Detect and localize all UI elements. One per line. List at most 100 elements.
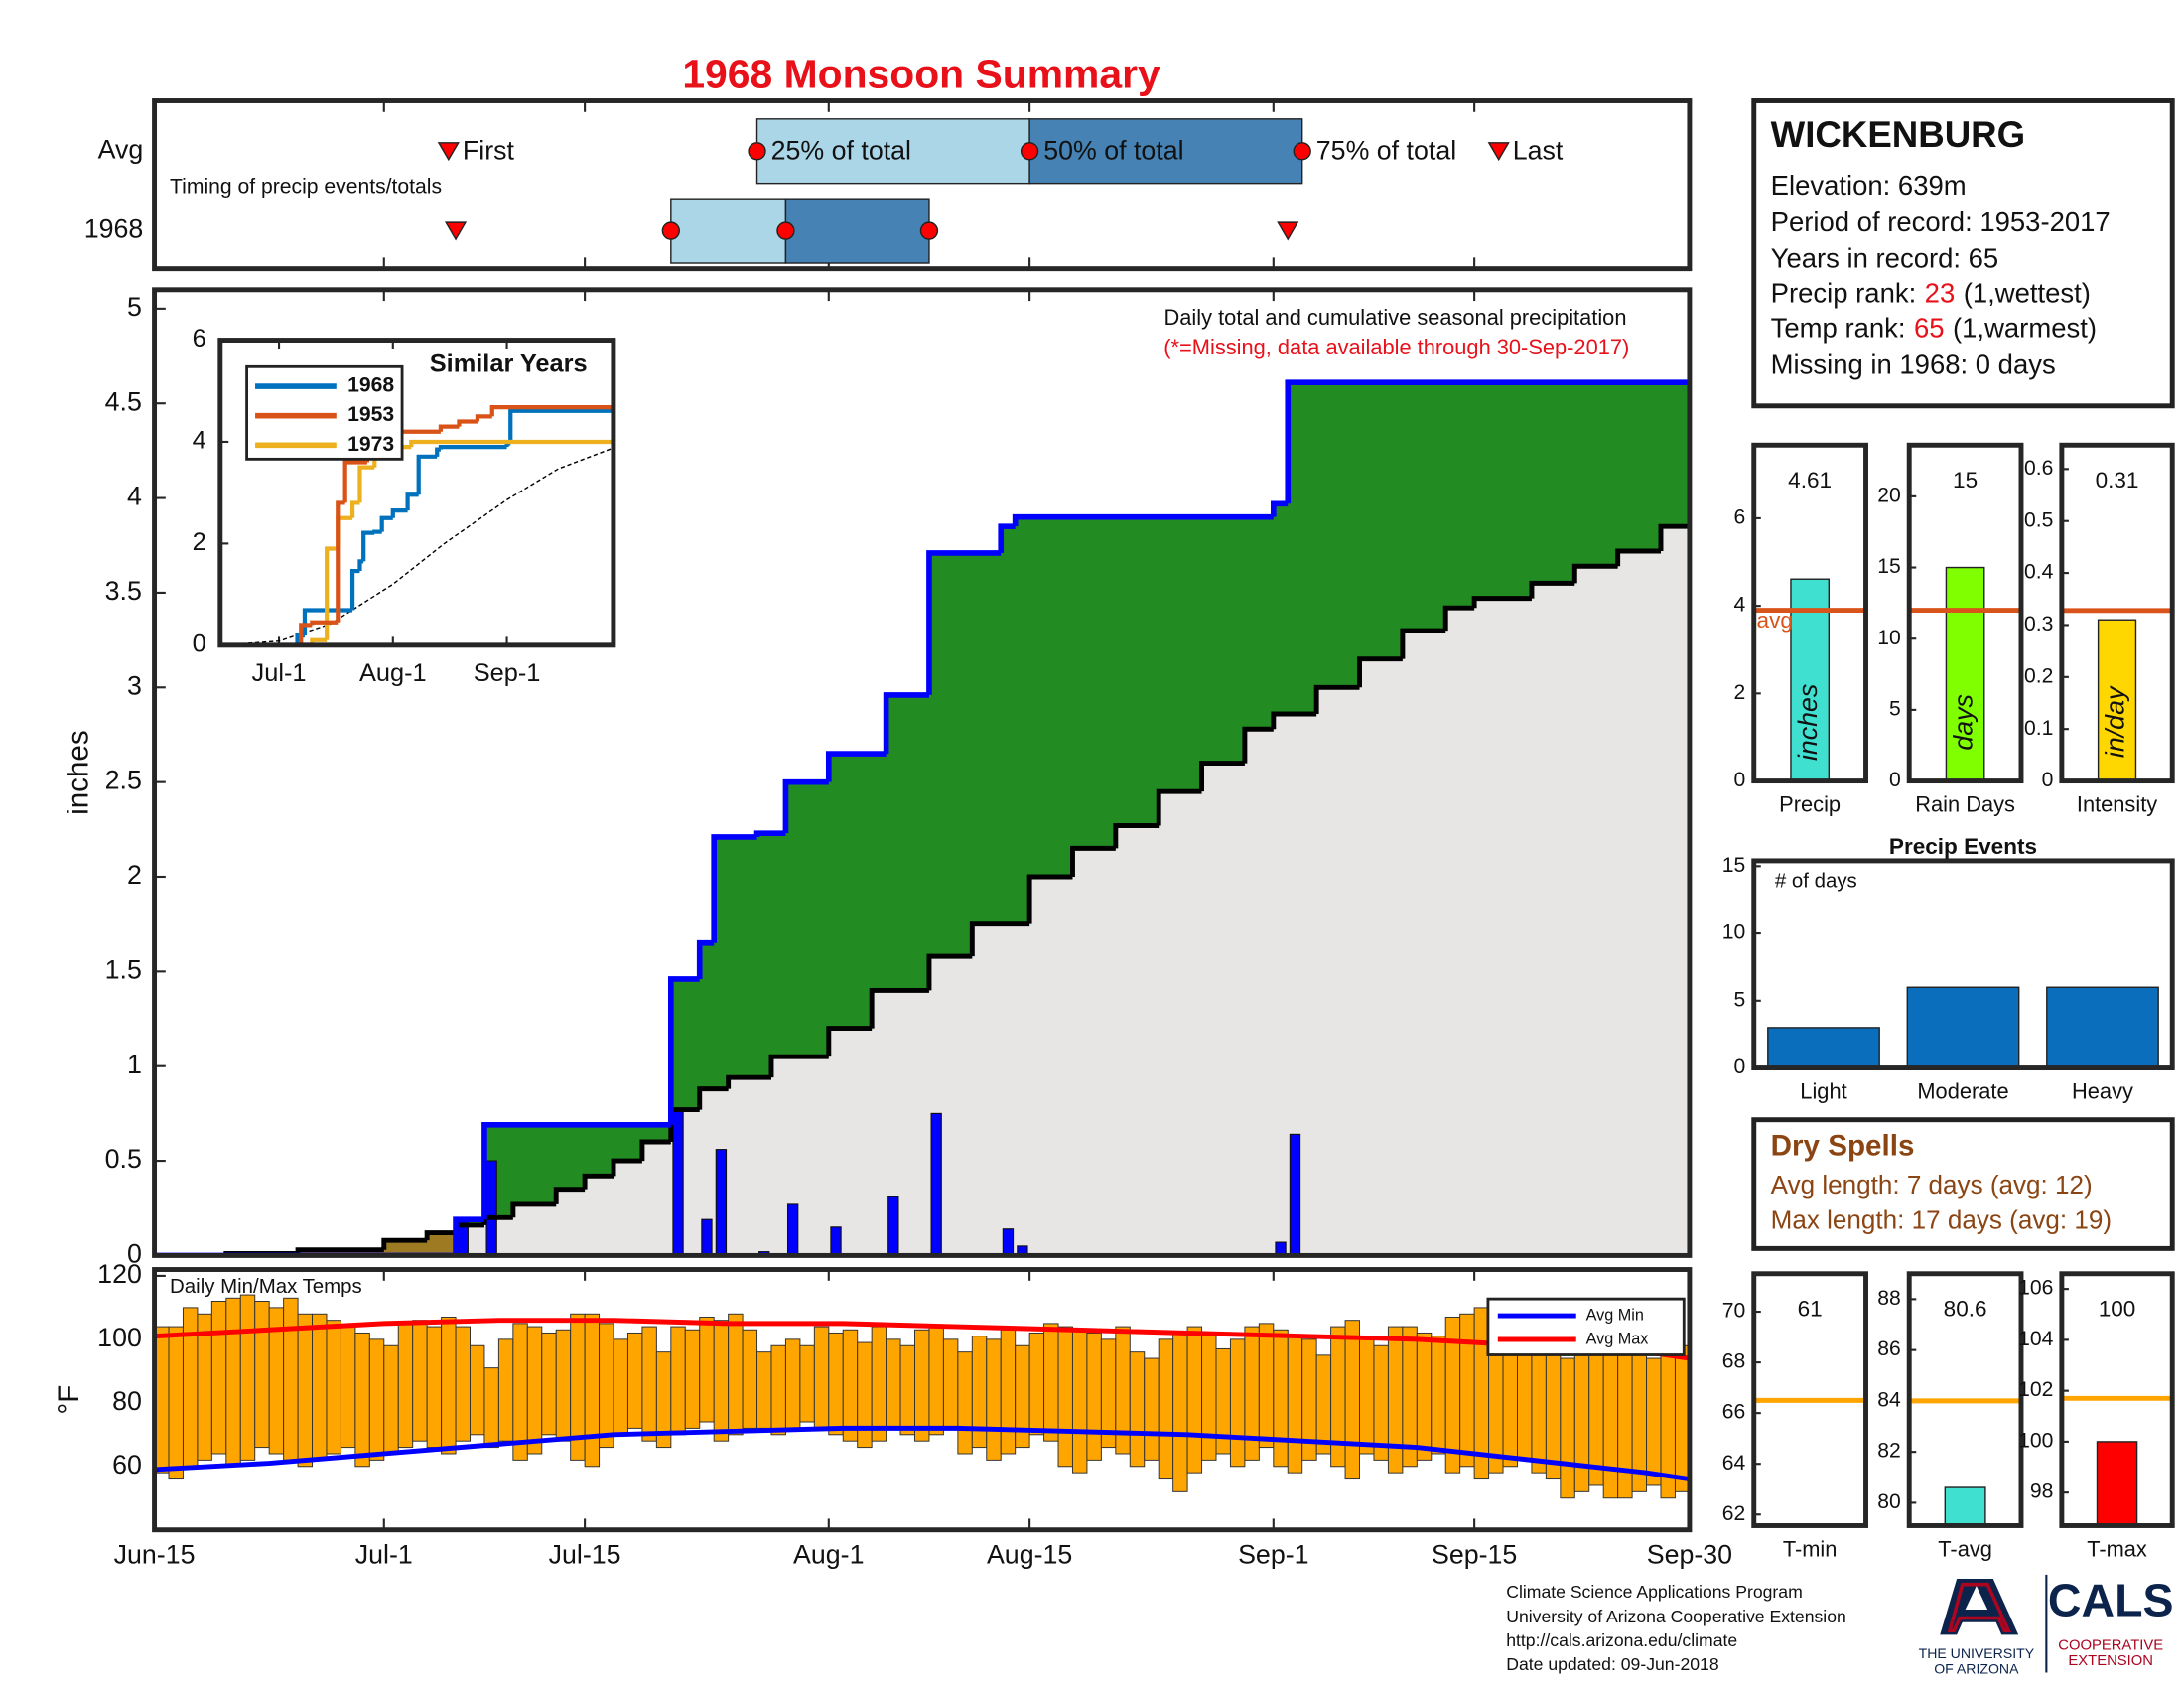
temp-range-bar (1516, 1351, 1533, 1461)
y-tick-label: 15 (1722, 854, 1746, 877)
average-line (381, 1237, 428, 1250)
x-tick-label: Jul-1 (355, 1540, 413, 1570)
cumulative-line (453, 1216, 484, 1256)
average-line (926, 953, 973, 991)
daily-bar (1289, 1133, 1301, 1256)
station-line: Missing in 1968: 0 days (1771, 350, 2056, 380)
category-label: Precip (1779, 792, 1841, 817)
bar (1906, 986, 2020, 1068)
average-line (1156, 788, 1202, 826)
temp-range-bar (426, 1326, 443, 1449)
circle-marker (1293, 142, 1311, 161)
legend-box (1486, 1297, 1686, 1356)
circle-marker (661, 221, 680, 240)
temp-range-bar (354, 1332, 370, 1468)
y-tick-label: 0 (1889, 769, 1901, 791)
temp-range-bar (210, 1301, 227, 1455)
y-tick-label: 3 (127, 670, 142, 700)
y-tick-label: 88 (1877, 1287, 1900, 1310)
y-tick-label: 2 (1734, 681, 1746, 704)
y-tick-label: 1 (127, 1050, 142, 1079)
rank: 23 (1925, 278, 1956, 309)
legend-label: Avg Max (1586, 1330, 1649, 1347)
average-line (1571, 563, 1618, 584)
y-tick-label: 1.5 (105, 954, 142, 984)
category-label: Light (1800, 1079, 1846, 1104)
triangle-marker (1487, 142, 1510, 162)
y-tick-label: 106 (2018, 1277, 2053, 1300)
temp-range-bar (1229, 1338, 1246, 1468)
x-tick-label: Sep-30 (1647, 1540, 1732, 1570)
plot-area (1767, 986, 2159, 1068)
annotation: # of days (1775, 870, 1857, 892)
early-box (670, 198, 787, 264)
series-line (349, 500, 360, 518)
series-line (336, 500, 345, 623)
series-line (475, 414, 492, 422)
x-tick-label: Jul-1 (252, 659, 307, 687)
temp-range-bar (1560, 1357, 1575, 1499)
y-tick-label: 0 (193, 631, 206, 658)
series-line (372, 529, 382, 534)
temp-range-bar (842, 1329, 859, 1442)
bar (2096, 1441, 2138, 1526)
logo-a-inner (1947, 1582, 2012, 1632)
plot-area (2097, 619, 2137, 781)
temp-range-bar (1602, 1338, 1619, 1499)
annotation: 75% of total (1316, 136, 1456, 166)
temp-range-bar (756, 1351, 772, 1429)
y-tick-label: 0.1 (2024, 717, 2053, 740)
average-line (1442, 605, 1475, 632)
average-line (1658, 523, 1690, 551)
temp-range-bar (455, 1326, 471, 1442)
category-label: T-avg (1938, 1537, 1992, 1562)
average-line (611, 1158, 642, 1177)
temp-range-bar (1545, 1344, 1562, 1480)
y-tick-label: 5 (1889, 697, 1901, 720)
daily-bar (672, 1109, 684, 1256)
temp-range-bar (886, 1338, 901, 1429)
average-line (1070, 845, 1116, 878)
daily-bar (830, 1226, 842, 1256)
circle-marker (776, 221, 795, 240)
temp-range-bar (728, 1313, 744, 1436)
bar (1945, 566, 1985, 781)
temp-range-bar (1531, 1344, 1547, 1474)
temp-range-bar (412, 1320, 428, 1442)
temp-range-bar (1387, 1326, 1404, 1474)
plot-area (154, 1294, 1690, 1512)
logo-cals: CALS (2048, 1575, 2174, 1626)
y-tick-label: 86 (1877, 1337, 1900, 1360)
dry-spells-line: Max length: 17 days (avg: 19) (1771, 1204, 2112, 1234)
y-axis-label: inches (63, 730, 95, 815)
temp-range-bar (168, 1326, 184, 1480)
footer-line: Climate Science Applications Program (1506, 1582, 1803, 1602)
late-box (784, 198, 930, 264)
legend-label: 1953 (347, 403, 394, 426)
series-line (416, 454, 438, 495)
temp-range-bar (899, 1344, 915, 1436)
temp-range-bar (857, 1341, 873, 1449)
temp-range-bar (1273, 1329, 1289, 1468)
cumulative-line (782, 778, 829, 834)
footer-line: http://cals.arizona.edu/climate (1506, 1630, 1737, 1650)
footer-line: Date updated: 09-Jun-2018 (1506, 1654, 1719, 1674)
annotation: Last (1513, 136, 1564, 166)
average-line (553, 1187, 586, 1204)
label: Precip rank: (1771, 278, 1917, 309)
x-tick-label: Aug-1 (359, 659, 427, 687)
average-line (1026, 874, 1073, 924)
y-tick-label: 10 (1877, 627, 1900, 649)
series-line (342, 460, 367, 503)
average-label: avg (1757, 608, 1793, 633)
temp-range-bar (784, 1338, 801, 1429)
y-tick-label: 15 (1877, 555, 1900, 578)
logo-text: OF ARIZONA (1934, 1660, 2019, 1676)
temp-range-bar (1617, 1351, 1633, 1499)
annotation: (*=Missing, data available through 30-Se… (1163, 335, 1629, 359)
y-tick-label: 68 (1722, 1350, 1746, 1373)
temp-range-bar (1158, 1338, 1174, 1480)
note: (1,wettest) (1964, 278, 2091, 309)
category-label: Intensity (2077, 792, 2157, 817)
x-tick-label: Aug-15 (987, 1540, 1072, 1570)
